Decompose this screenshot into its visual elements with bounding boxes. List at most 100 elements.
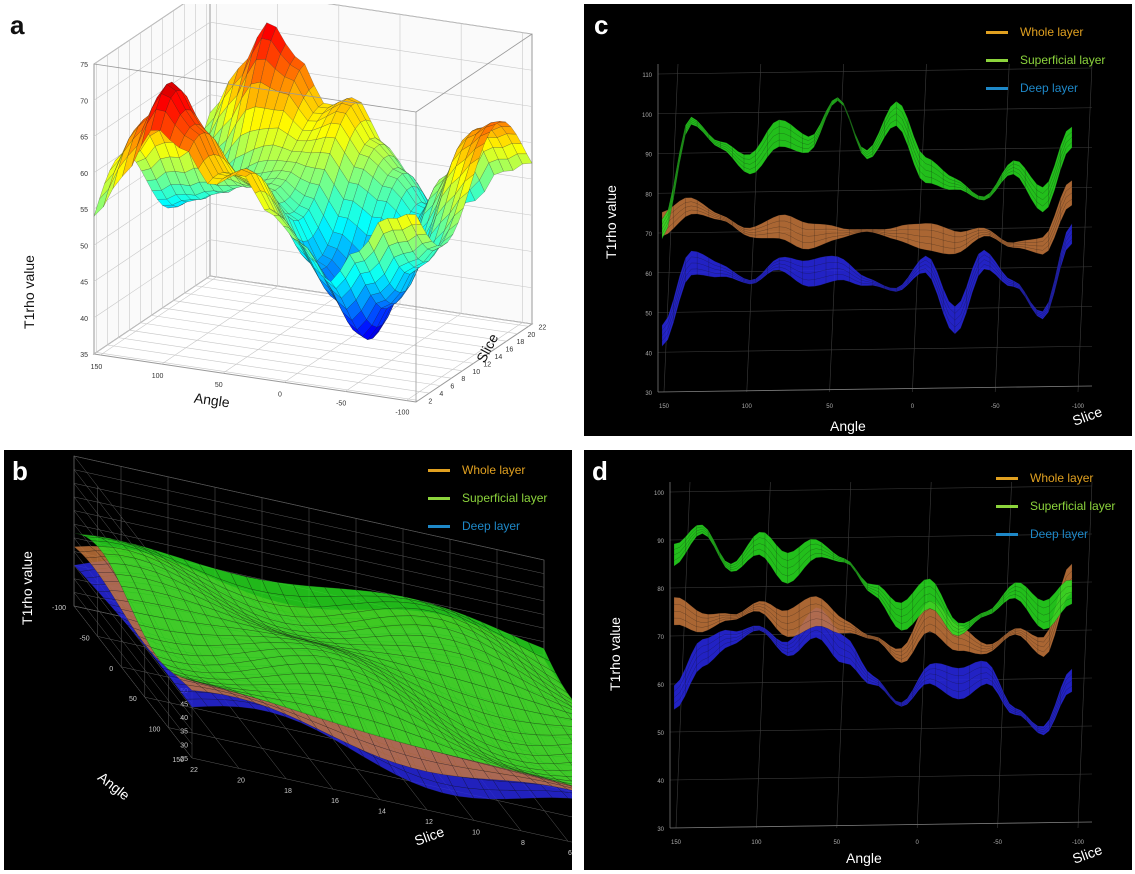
z-tick-label: 30: [180, 742, 188, 749]
mesh-line: [673, 570, 1073, 653]
legend-label-whole: Whole layer: [1020, 25, 1084, 39]
x-tick-label: 100: [742, 404, 753, 410]
x-tick-label: 22: [190, 767, 198, 774]
surface-cell: [561, 725, 572, 736]
x-tick-label: 150: [659, 404, 670, 410]
gridline-z: [669, 485, 1093, 493]
x-tick-label: 18: [284, 788, 292, 795]
surface-cell: [562, 781, 572, 786]
legend-swatch-deep: [986, 86, 1008, 90]
superficial-layer-surface: [661, 96, 1073, 240]
gridline-x: [406, 32, 523, 401]
legend-swatch-whole: [986, 30, 1008, 34]
surface-cell: [563, 753, 572, 763]
mesh-line: [673, 533, 1073, 637]
surface-cell: [561, 791, 572, 799]
legend-item-superficial: Superficial layer: [996, 492, 1115, 520]
surface-band: [662, 180, 1072, 255]
z-tick-label: 35: [80, 352, 88, 359]
z-tick-label: 60: [657, 683, 664, 689]
gridline-z: [93, 21, 533, 101]
gridline-z: [657, 67, 1093, 75]
chart-panel-a: 35 40 45 50 55 60 65 70 75 150 100 50 0 -50 -100 2 4 6 8 10…: [4, 4, 572, 436]
legend-b: Whole layer Superficial layer Deep layer: [428, 456, 547, 540]
legend-c: Whole layer Superficial layer Deep layer: [986, 18, 1105, 102]
surface-cell: [559, 769, 572, 777]
mesh-line: [673, 614, 1073, 729]
legend-swatch-superficial: [986, 58, 1008, 62]
surface-band: [674, 524, 1072, 636]
z-tick-label: 50: [645, 312, 652, 318]
zlabel-c: T1rho value: [602, 185, 619, 259]
surface-cell: [553, 762, 572, 771]
surface-cell: [556, 779, 572, 785]
deep-layer-surface: [673, 607, 1073, 736]
surface-band: [674, 563, 1072, 663]
surface-cell: [567, 734, 572, 742]
x-tick-label: 50: [826, 404, 833, 410]
y-tick-label: 0: [109, 666, 113, 673]
gridline-z: [657, 107, 1093, 115]
z-tick-label: 40: [80, 316, 88, 323]
mesh-line: [673, 622, 1073, 731]
z-tick-label: 40: [645, 351, 652, 357]
mesh-line: [661, 98, 1073, 230]
mesh-line: [673, 592, 1073, 664]
z-tick-label: 75: [80, 62, 88, 69]
z-tick-label: 60: [80, 171, 88, 178]
panel-letter-c: c: [594, 10, 609, 40]
legend-label-deep: Deep layer: [1020, 81, 1079, 95]
mesh-line: [673, 629, 1073, 734]
legend-swatch-whole: [428, 468, 450, 472]
surface-cell: [553, 696, 572, 710]
x-tick-label: 16: [331, 798, 339, 805]
gridline-x: [997, 481, 1012, 829]
legend-label-deep: Deep layer: [462, 519, 521, 533]
zlabel-b: T1rho value: [18, 551, 35, 625]
z-tick-label: 100: [654, 491, 665, 497]
gridline-y: [107, 55, 430, 394]
x-tick-label: 50: [833, 840, 840, 846]
surface-cell: [569, 705, 572, 708]
x-tick-label: -50: [991, 404, 1000, 410]
surface-cell: [562, 785, 572, 791]
y-tick-label: 12: [483, 361, 491, 368]
mesh-line: [673, 528, 1073, 630]
z-tick-label: 55: [80, 207, 88, 214]
x-tick-label: -100: [395, 410, 409, 417]
gridline-z: [657, 345, 1093, 353]
y-tick-label: -50: [79, 635, 89, 642]
x-tick-label: -100: [1072, 840, 1085, 846]
x-tick-label: 12: [425, 819, 433, 826]
y-tick-label: 18: [516, 339, 524, 346]
legend-swatch-deep: [428, 524, 450, 528]
x-tick-label: 20: [237, 777, 245, 784]
mesh-line: [661, 186, 1073, 244]
gridline-z: [93, 58, 533, 137]
legend-item-whole: Whole layer: [428, 456, 547, 484]
surface-plot-d: 30 40 50 60 70 80 90 100 150 100 50 0 -50 -100: [654, 481, 1093, 846]
mesh-line: [661, 99, 1073, 235]
gridline-z: [93, 4, 533, 65]
mesh-line: [661, 243, 1073, 347]
y-tick-label: 14: [494, 354, 502, 361]
y-tick-label: 4: [439, 391, 443, 398]
z-tick-label: 70: [657, 635, 664, 641]
gridline-y: [195, 4, 518, 335]
surface-a: [93, 22, 533, 341]
z-tick-label: 30: [657, 827, 664, 833]
y-tick-label: -100: [52, 605, 66, 612]
z-tick-label: 45: [180, 701, 188, 708]
x-tick-label: 150: [91, 364, 103, 371]
y-tick-label: 16: [505, 347, 513, 354]
box-edge: [93, 63, 417, 113]
y-tick-label: 8: [461, 376, 465, 383]
legend-swatch-superficial: [428, 496, 450, 500]
gridline-x: [1077, 63, 1093, 393]
z-tick-label: 40: [180, 715, 188, 722]
gridline-z: [669, 725, 1093, 733]
z-tick-label: 90: [657, 539, 664, 545]
mesh-line: [673, 563, 1073, 649]
gridline-z: [669, 773, 1093, 781]
mesh-line: [673, 584, 1073, 660]
